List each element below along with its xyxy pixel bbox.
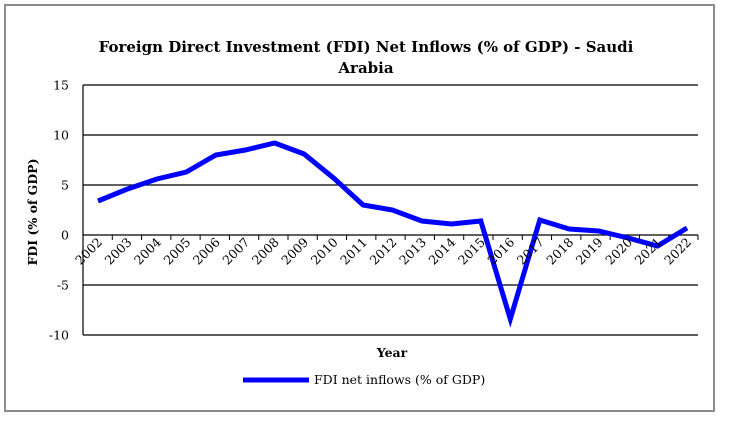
- chart-title-line2: Arabia: [337, 59, 393, 77]
- x-tick-label: 2018: [543, 234, 576, 267]
- y-tick-labels: 15 10 5 0 -5 -10: [49, 78, 69, 343]
- x-tick-label: 2017: [514, 234, 547, 267]
- x-tick-label: 2010: [308, 234, 341, 267]
- x-tick-label: 2011: [337, 235, 370, 268]
- series-group: [97, 140, 689, 328]
- chart-title-line1: Foreign Direct Investment (FDI) Net Infl…: [99, 38, 634, 56]
- x-tick-label: 2013: [396, 234, 429, 267]
- legend: FDI net inflows (% of GDP): [243, 372, 485, 387]
- x-tick-label: 2016: [484, 234, 517, 267]
- x-tick-label: 2012: [367, 235, 400, 268]
- y-tick-label: 0: [61, 228, 69, 243]
- x-tick-label: 2019: [573, 234, 606, 267]
- x-tick-label: 2005: [160, 235, 193, 268]
- x-tick-label: 2007: [219, 234, 252, 267]
- x-tick-label: 2006: [190, 234, 223, 267]
- chart-frame: [4, 4, 715, 412]
- x-tick-label: 2003: [101, 234, 134, 267]
- y-tick-label: 5: [61, 178, 69, 193]
- y-axis-label: FDI (% of GDP): [25, 159, 40, 266]
- y-tick-label: -5: [57, 278, 69, 293]
- gridlines: [82, 84, 698, 336]
- x-tick-label: 2002: [72, 235, 105, 268]
- series-line: [97, 140, 689, 328]
- y-tick-label: -10: [49, 328, 69, 343]
- x-tick-label: 2009: [278, 234, 311, 267]
- x-tick-label: 2008: [249, 234, 282, 267]
- x-tick-label: 2004: [131, 234, 164, 267]
- legend-label: FDI net inflows (% of GDP): [314, 372, 485, 387]
- y-tick-label: 10: [53, 128, 69, 143]
- x-tick-label: 2014: [425, 234, 458, 267]
- y-tick-label: 15: [53, 78, 69, 93]
- x-tick-label: 2015: [455, 235, 488, 268]
- x-axis-label: Year: [376, 345, 408, 360]
- x-tick-labels: 2002200320042005200620072008200920102011…: [72, 234, 694, 267]
